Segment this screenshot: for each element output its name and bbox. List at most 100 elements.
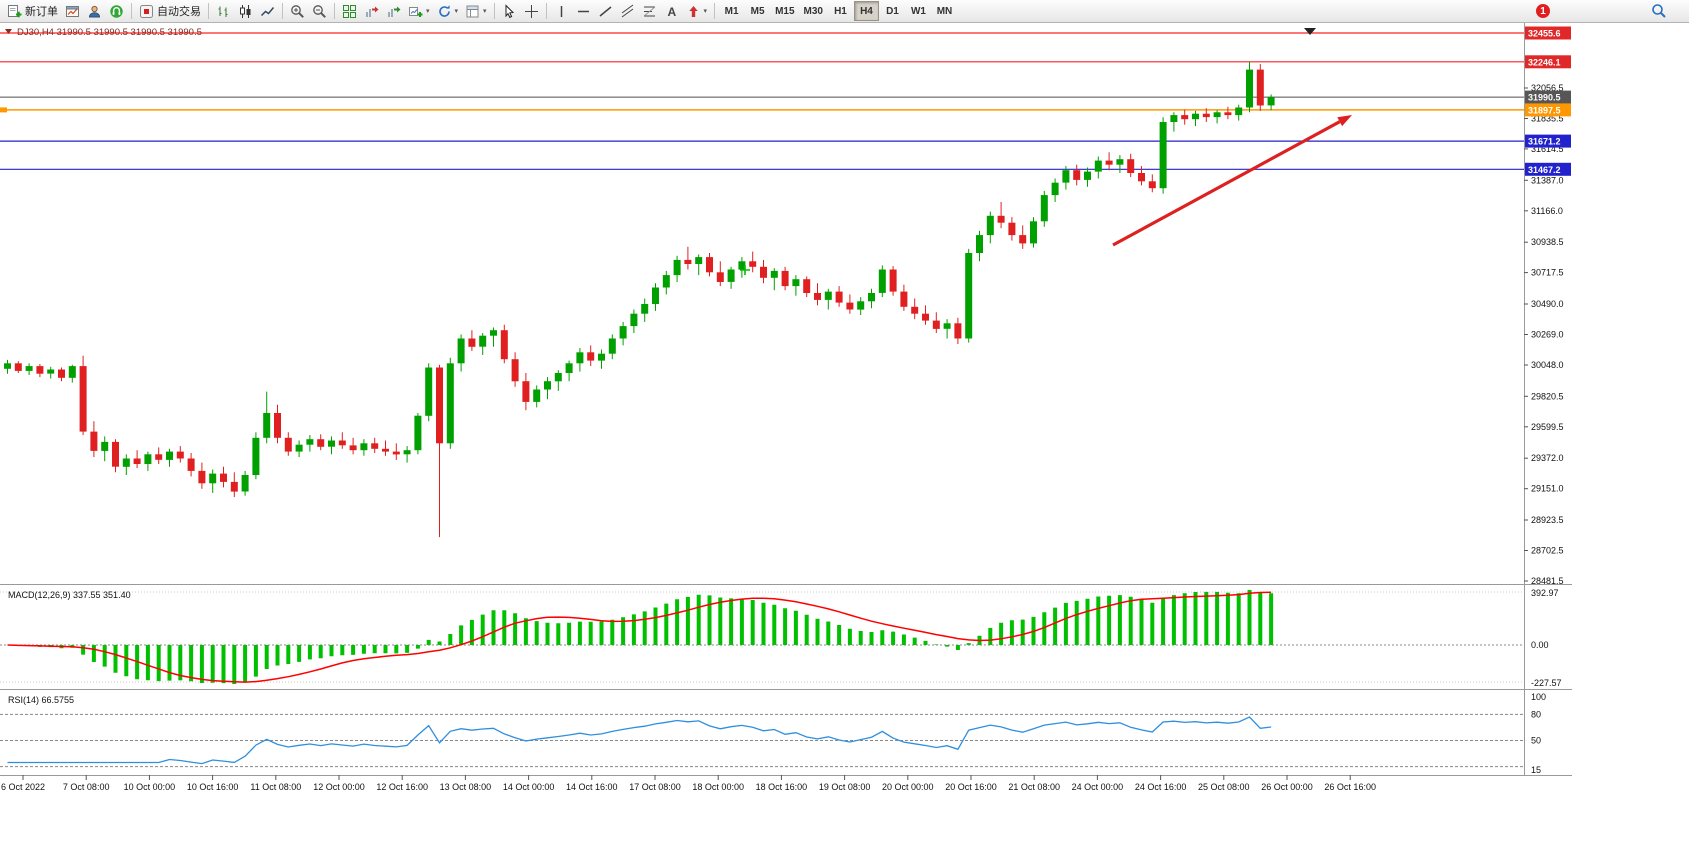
autotrading-button[interactable]: 自动交易: [136, 1, 204, 21]
candle: [1105, 152, 1113, 171]
time-axis[interactable]: 6 Oct 2022 7 Oct 08:00 10 Oct 00:00 10 Oct …: [1, 775, 1376, 792]
price-scale[interactable]: 32056.5 31835.5 31614.5 31387.0 31166.0 30938…: [1524, 23, 1571, 775]
line-chart-button[interactable]: [257, 1, 278, 21]
templates-button[interactable]: ▾: [462, 1, 490, 21]
candle: [382, 440, 389, 456]
price-tag-label: 31897.5: [1528, 105, 1561, 115]
timeframe-d1-button[interactable]: D1: [880, 1, 905, 21]
candle: [101, 436, 109, 462]
candle: [727, 266, 735, 289]
candlestick-button[interactable]: [235, 1, 256, 21]
person-icon: [88, 5, 101, 17]
candle: [533, 385, 541, 408]
candle: [598, 349, 605, 369]
candle: [176, 446, 184, 463]
new-chart-button[interactable]: ▾: [405, 1, 433, 21]
bar-chart-button[interactable]: [213, 1, 234, 21]
macd-scale-label: 392.97: [1531, 588, 1559, 598]
candle: [338, 432, 346, 449]
price-tag-label: 32246.1: [1528, 57, 1561, 67]
candle: [1159, 117, 1167, 194]
timeframe-m30-button[interactable]: M30: [800, 1, 827, 21]
price-tag-label: 31990.5: [1528, 93, 1561, 103]
tile-windows-button[interactable]: [339, 1, 360, 21]
candle: [889, 266, 897, 296]
candle: [932, 312, 940, 333]
price-tick-label: 31166.0: [1531, 206, 1563, 216]
fibonacci-icon: [643, 6, 655, 16]
price-tick-label: 30717.5: [1531, 268, 1564, 278]
candle: [565, 360, 573, 382]
timeframe-m1-button[interactable]: M1: [719, 1, 744, 21]
vertical-line-button[interactable]: [551, 1, 572, 21]
price-tick-label: 30490.0: [1531, 299, 1564, 309]
candle: [79, 355, 87, 435]
candle: [1181, 109, 1189, 125]
candle: [1170, 112, 1178, 132]
line-left-handle[interactable]: [0, 107, 7, 113]
candle: [500, 324, 508, 364]
horizontal-line-button[interactable]: [573, 1, 594, 21]
candle: [878, 265, 886, 298]
price-tick-label: 29599.5: [1531, 422, 1564, 432]
zoom-in-button[interactable]: [287, 1, 308, 21]
price-tick-label: 28923.5: [1531, 515, 1564, 525]
auto-scroll-button[interactable]: [383, 1, 404, 21]
candle: [716, 261, 724, 287]
candle: [986, 211, 994, 244]
trendline-icon: [599, 5, 612, 17]
zoom-out-button[interactable]: [309, 1, 330, 21]
line-chart-icon: [260, 6, 275, 16]
time-axis-label: 7 Oct 08:00: [63, 782, 110, 792]
candle: [922, 305, 929, 325]
zoom-out-icon: [313, 4, 326, 18]
candles-layer: [4, 61, 1275, 538]
arrow-tool-icon: [688, 5, 698, 17]
search-button[interactable]: [1648, 1, 1670, 21]
profiles-button[interactable]: ▾: [434, 1, 462, 21]
candle: [166, 448, 173, 467]
arrows-tool-button[interactable]: ▾: [683, 1, 711, 21]
candle: [900, 284, 908, 311]
chart-shift-button[interactable]: [361, 1, 382, 21]
notification-badge[interactable]: 1: [1536, 4, 1550, 18]
candle: [1019, 225, 1027, 249]
candle: [1062, 166, 1070, 190]
chart-area[interactable]: DJ30,H4 31990.5 31990.5 31990.5 31990.5 3…: [0, 23, 1572, 800]
price-chart[interactable]: DJ30,H4 31990.5 31990.5 31990.5 31990.5 3…: [0, 23, 1572, 800]
rsi-scale-label: 15: [1531, 765, 1541, 775]
chart-shift-marker[interactable]: [1304, 28, 1316, 35]
profile-button[interactable]: [84, 1, 105, 21]
level-lines[interactable]: [0, 32, 1524, 170]
timeframe-m5-button[interactable]: M5: [745, 1, 770, 21]
timeframe-mn-button[interactable]: MN: [932, 1, 957, 21]
dropdown-caret-icon: ▾: [454, 7, 459, 15]
price-tag: [1525, 103, 1571, 117]
candle: [284, 432, 292, 456]
chart-window-button[interactable]: [62, 1, 83, 21]
timeframe-w1-button[interactable]: W1: [906, 1, 931, 21]
candle: [1202, 108, 1210, 122]
crosshair-button[interactable]: [521, 1, 542, 21]
timeframe-h4-button[interactable]: H4: [853, 1, 879, 21]
candle: [738, 257, 746, 278]
trendline-button[interactable]: [595, 1, 616, 21]
cursor-button[interactable]: [499, 1, 520, 21]
candle: [511, 352, 519, 387]
community-button[interactable]: [106, 1, 127, 21]
trend-arrow-annotation[interactable]: [1112, 115, 1352, 247]
text-tool-button[interactable]: A: [661, 1, 682, 21]
price-tick-label: 30269.0: [1531, 329, 1564, 339]
channel-button[interactable]: [617, 1, 638, 21]
plus-marker[interactable]: [740, 265, 750, 275]
timeframe-m15-button[interactable]: M15: [771, 1, 798, 21]
timeframe-h1-button[interactable]: H1: [828, 1, 853, 21]
cursor-icon: [505, 3, 514, 18]
fibonacci-button[interactable]: [639, 1, 660, 21]
new-order-button[interactable]: 新订单: [4, 1, 61, 21]
macd-panel: MACD(12,26,9) 337.55 351.40 392.97 0.00 -22…: [0, 588, 1562, 688]
candle: [392, 443, 400, 460]
candle: [954, 317, 962, 344]
candle: [630, 309, 638, 333]
time-axis-label: 19 Oct 08:00: [819, 782, 871, 792]
